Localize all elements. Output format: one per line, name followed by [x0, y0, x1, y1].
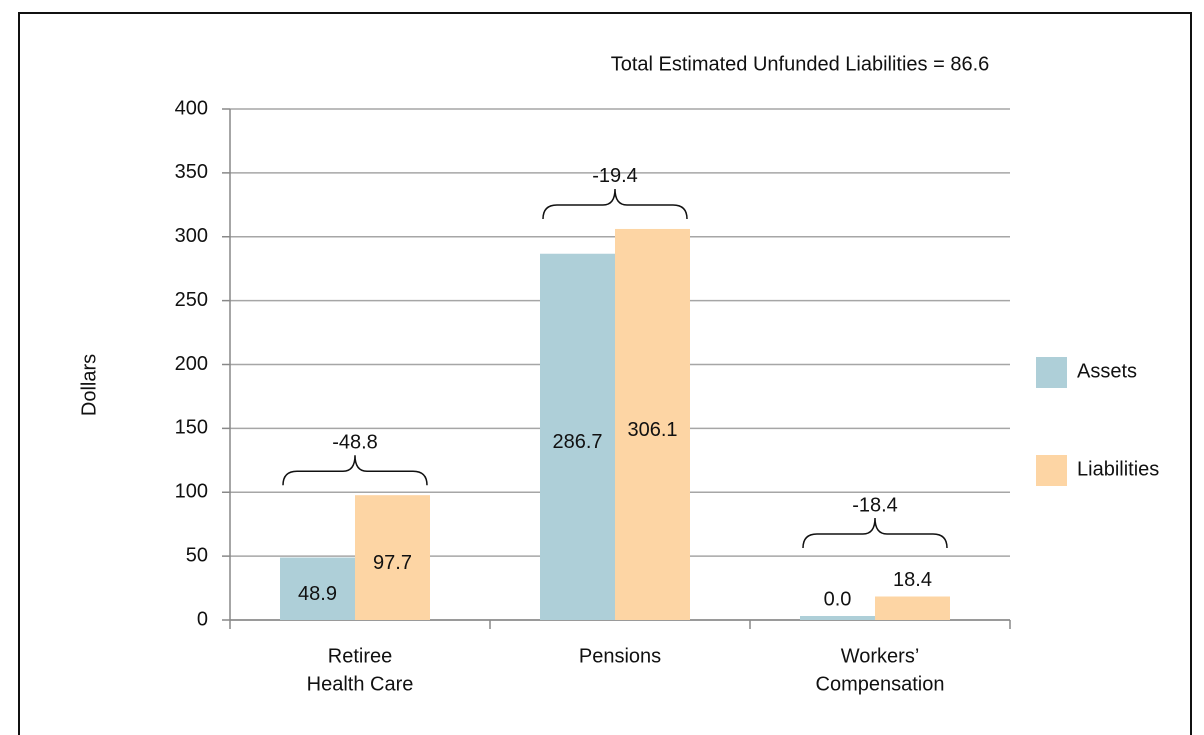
legend-label: Assets — [1077, 360, 1137, 382]
y-tick-label: 100 — [175, 481, 208, 503]
x-tick-label: Compensation — [816, 673, 945, 695]
y-tick-label: 200 — [175, 353, 208, 375]
chart-title: Total Estimated Unfunded Liabilities = 8… — [611, 53, 990, 75]
bar — [280, 557, 355, 620]
brace — [542, 188, 688, 219]
x-tick-label: Health Care — [307, 673, 414, 695]
brace — [282, 455, 428, 486]
value-label: 48.9 — [298, 583, 337, 605]
bar — [355, 495, 430, 620]
value-label: 286.7 — [552, 431, 602, 453]
value-label: 0.0 — [824, 588, 852, 610]
y-tick-label: 350 — [175, 161, 208, 183]
y-axis-label: Dollars — [78, 354, 100, 416]
bar — [615, 228, 690, 620]
frame — [18, 12, 1192, 735]
x-tick-label: Workers’ — [841, 645, 920, 667]
x-tick-label: Pensions — [579, 645, 661, 667]
value-label: 18.4 — [893, 569, 932, 591]
legend-label: Liabilities — [1077, 458, 1159, 480]
brace — [802, 517, 948, 549]
value-label: 306.1 — [627, 419, 677, 441]
difference-label: -18.4 — [852, 494, 898, 516]
y-tick-label: 50 — [186, 544, 208, 566]
difference-label: -48.8 — [332, 431, 378, 453]
legend-swatch — [1036, 455, 1067, 486]
x-tick-label: Retiree — [328, 645, 392, 667]
y-tick-label: 300 — [175, 225, 208, 247]
y-tick-label: 400 — [175, 97, 208, 119]
difference-label: -19.4 — [592, 165, 638, 187]
bar — [800, 616, 875, 620]
y-tick-label: 150 — [175, 417, 208, 439]
legend-swatch — [1036, 357, 1067, 388]
bar — [540, 253, 615, 620]
y-tick-label: 0 — [197, 608, 208, 630]
bar — [875, 596, 950, 620]
value-label: 97.7 — [373, 552, 412, 574]
y-tick-label: 250 — [175, 289, 208, 311]
